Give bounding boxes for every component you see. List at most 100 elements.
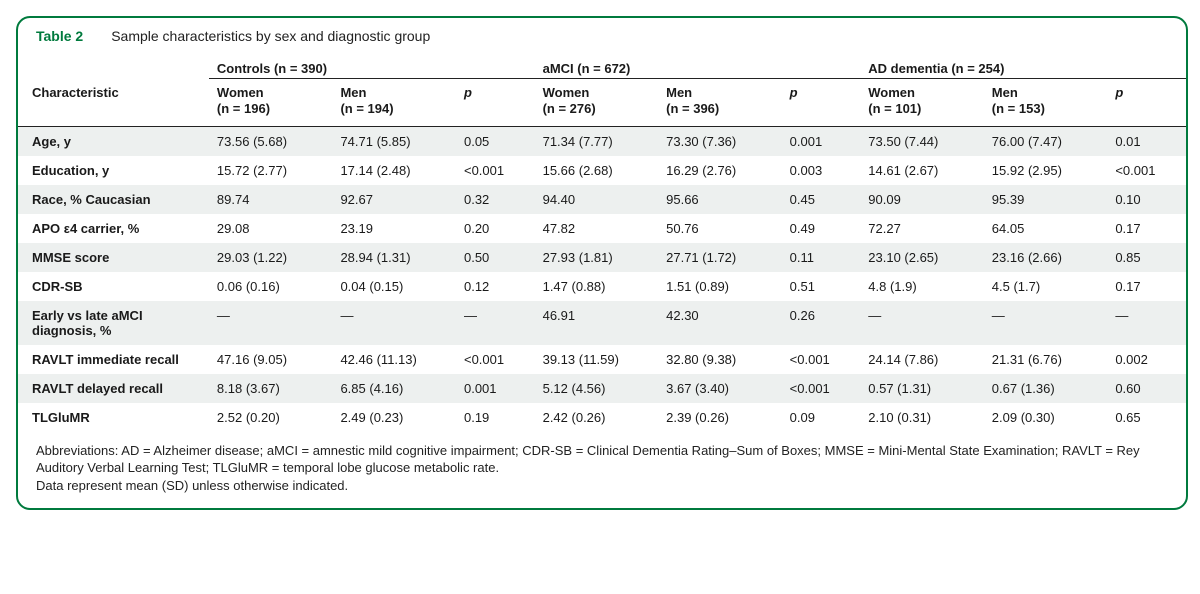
table-row: APO ε4 carrier, %29.0823.190.2047.8250.7… [18,214,1186,243]
header-ad-women: Women(n = 101) [860,79,984,127]
table-title: Sample characteristics by sex and diagno… [111,28,430,44]
table-row: Race, % Caucasian89.7492.670.3294.4095.6… [18,185,1186,214]
cell: <0.001 [782,374,861,403]
cell: 15.66 (2.68) [535,156,659,185]
cell: 3.67 (3.40) [658,374,782,403]
row-label: MMSE score [18,243,209,272]
cell: 0.01 [1107,126,1186,156]
cell: 95.66 [658,185,782,214]
cell: — [332,301,456,345]
cell: <0.001 [456,345,535,374]
cell: 0.49 [782,214,861,243]
cell: 42.46 (11.13) [332,345,456,374]
row-label: Education, y [18,156,209,185]
cell: 71.34 (7.77) [535,126,659,156]
cell: 73.56 (5.68) [209,126,333,156]
cell: 46.91 [535,301,659,345]
row-label: RAVLT delayed recall [18,374,209,403]
row-label: Early vs late aMCI diagnosis, % [18,301,209,345]
cell: 47.16 (9.05) [209,345,333,374]
cell: 0.26 [782,301,861,345]
group-header-amci: aMCI (n = 672) [535,54,861,79]
cell: 2.10 (0.31) [860,403,984,432]
cell: 0.05 [456,126,535,156]
table-row: Education, y15.72 (2.77)17.14 (2.48)<0.0… [18,156,1186,185]
row-label: TLGluMR [18,403,209,432]
header-amci-women: Women(n = 276) [535,79,659,127]
cell: 64.05 [984,214,1108,243]
cell: 73.50 (7.44) [860,126,984,156]
cell: 90.09 [860,185,984,214]
cell: 72.27 [860,214,984,243]
cell: 0.60 [1107,374,1186,403]
table-row: CDR-SB0.06 (0.16)0.04 (0.15)0.121.47 (0.… [18,272,1186,301]
cell: 42.30 [658,301,782,345]
table-row: RAVLT delayed recall8.18 (3.67)6.85 (4.1… [18,374,1186,403]
cell: 47.82 [535,214,659,243]
row-label: RAVLT immediate recall [18,345,209,374]
cell: 1.51 (0.89) [658,272,782,301]
header-blank [18,54,209,79]
table-row: TLGluMR2.52 (0.20)2.49 (0.23)0.192.42 (0… [18,403,1186,432]
table-row: MMSE score29.03 (1.22)28.94 (1.31)0.5027… [18,243,1186,272]
cell: 21.31 (6.76) [984,345,1108,374]
cell: 8.18 (3.67) [209,374,333,403]
cell: 28.94 (1.31) [332,243,456,272]
cell: 23.16 (2.66) [984,243,1108,272]
header-ad-men: Men(n = 153) [984,79,1108,127]
cell: 17.14 (2.48) [332,156,456,185]
cell: 32.80 (9.38) [658,345,782,374]
cell: 0.45 [782,185,861,214]
cell: 2.42 (0.26) [535,403,659,432]
cell: 2.39 (0.26) [658,403,782,432]
cell: 0.10 [1107,185,1186,214]
cell: 0.85 [1107,243,1186,272]
cell: 2.09 (0.30) [984,403,1108,432]
cell: 16.29 (2.76) [658,156,782,185]
cell: <0.001 [456,156,535,185]
cell: 1.47 (0.88) [535,272,659,301]
cell: 76.00 (7.47) [984,126,1108,156]
cell: 0.20 [456,214,535,243]
cell: 0.11 [782,243,861,272]
cell: — [984,301,1108,345]
row-label: CDR-SB [18,272,209,301]
cell: — [1107,301,1186,345]
header-characteristic: Characteristic [18,79,209,127]
table-row: Early vs late aMCI diagnosis, %———46.914… [18,301,1186,345]
header-amci-p: p [782,79,861,127]
cell: 4.5 (1.7) [984,272,1108,301]
cell: 94.40 [535,185,659,214]
cell: — [860,301,984,345]
cell: — [456,301,535,345]
cell: 0.67 (1.36) [984,374,1108,403]
cell: 0.32 [456,185,535,214]
cell: 95.39 [984,185,1108,214]
table-head: Controls (n = 390) aMCI (n = 672) AD dem… [18,54,1186,126]
group-header-controls: Controls (n = 390) [209,54,535,79]
cell: 0.04 (0.15) [332,272,456,301]
cell: 0.51 [782,272,861,301]
row-label: APO ε4 carrier, % [18,214,209,243]
cell: 0.65 [1107,403,1186,432]
group-header-ad: AD dementia (n = 254) [860,54,1186,79]
table-body: Age, y73.56 (5.68)74.71 (5.85)0.0571.34 … [18,126,1186,432]
header-amci-men: Men(n = 396) [658,79,782,127]
row-label: Race, % Caucasian [18,185,209,214]
table-container: Table 2 Sample characteristics by sex an… [16,16,1188,510]
cell: 0.06 (0.16) [209,272,333,301]
cell: 50.76 [658,214,782,243]
cell: 0.001 [782,126,861,156]
header-ad-p: p [1107,79,1186,127]
cell: 4.8 (1.9) [860,272,984,301]
cell: <0.001 [1107,156,1186,185]
cell: 2.49 (0.23) [332,403,456,432]
table-number: Table 2 [36,28,83,44]
cell: 73.30 (7.36) [658,126,782,156]
cell: 6.85 (4.16) [332,374,456,403]
cell: 0.09 [782,403,861,432]
header-controls-women: Women(n = 196) [209,79,333,127]
cell: 14.61 (2.67) [860,156,984,185]
cell: 0.17 [1107,272,1186,301]
cell: 2.52 (0.20) [209,403,333,432]
